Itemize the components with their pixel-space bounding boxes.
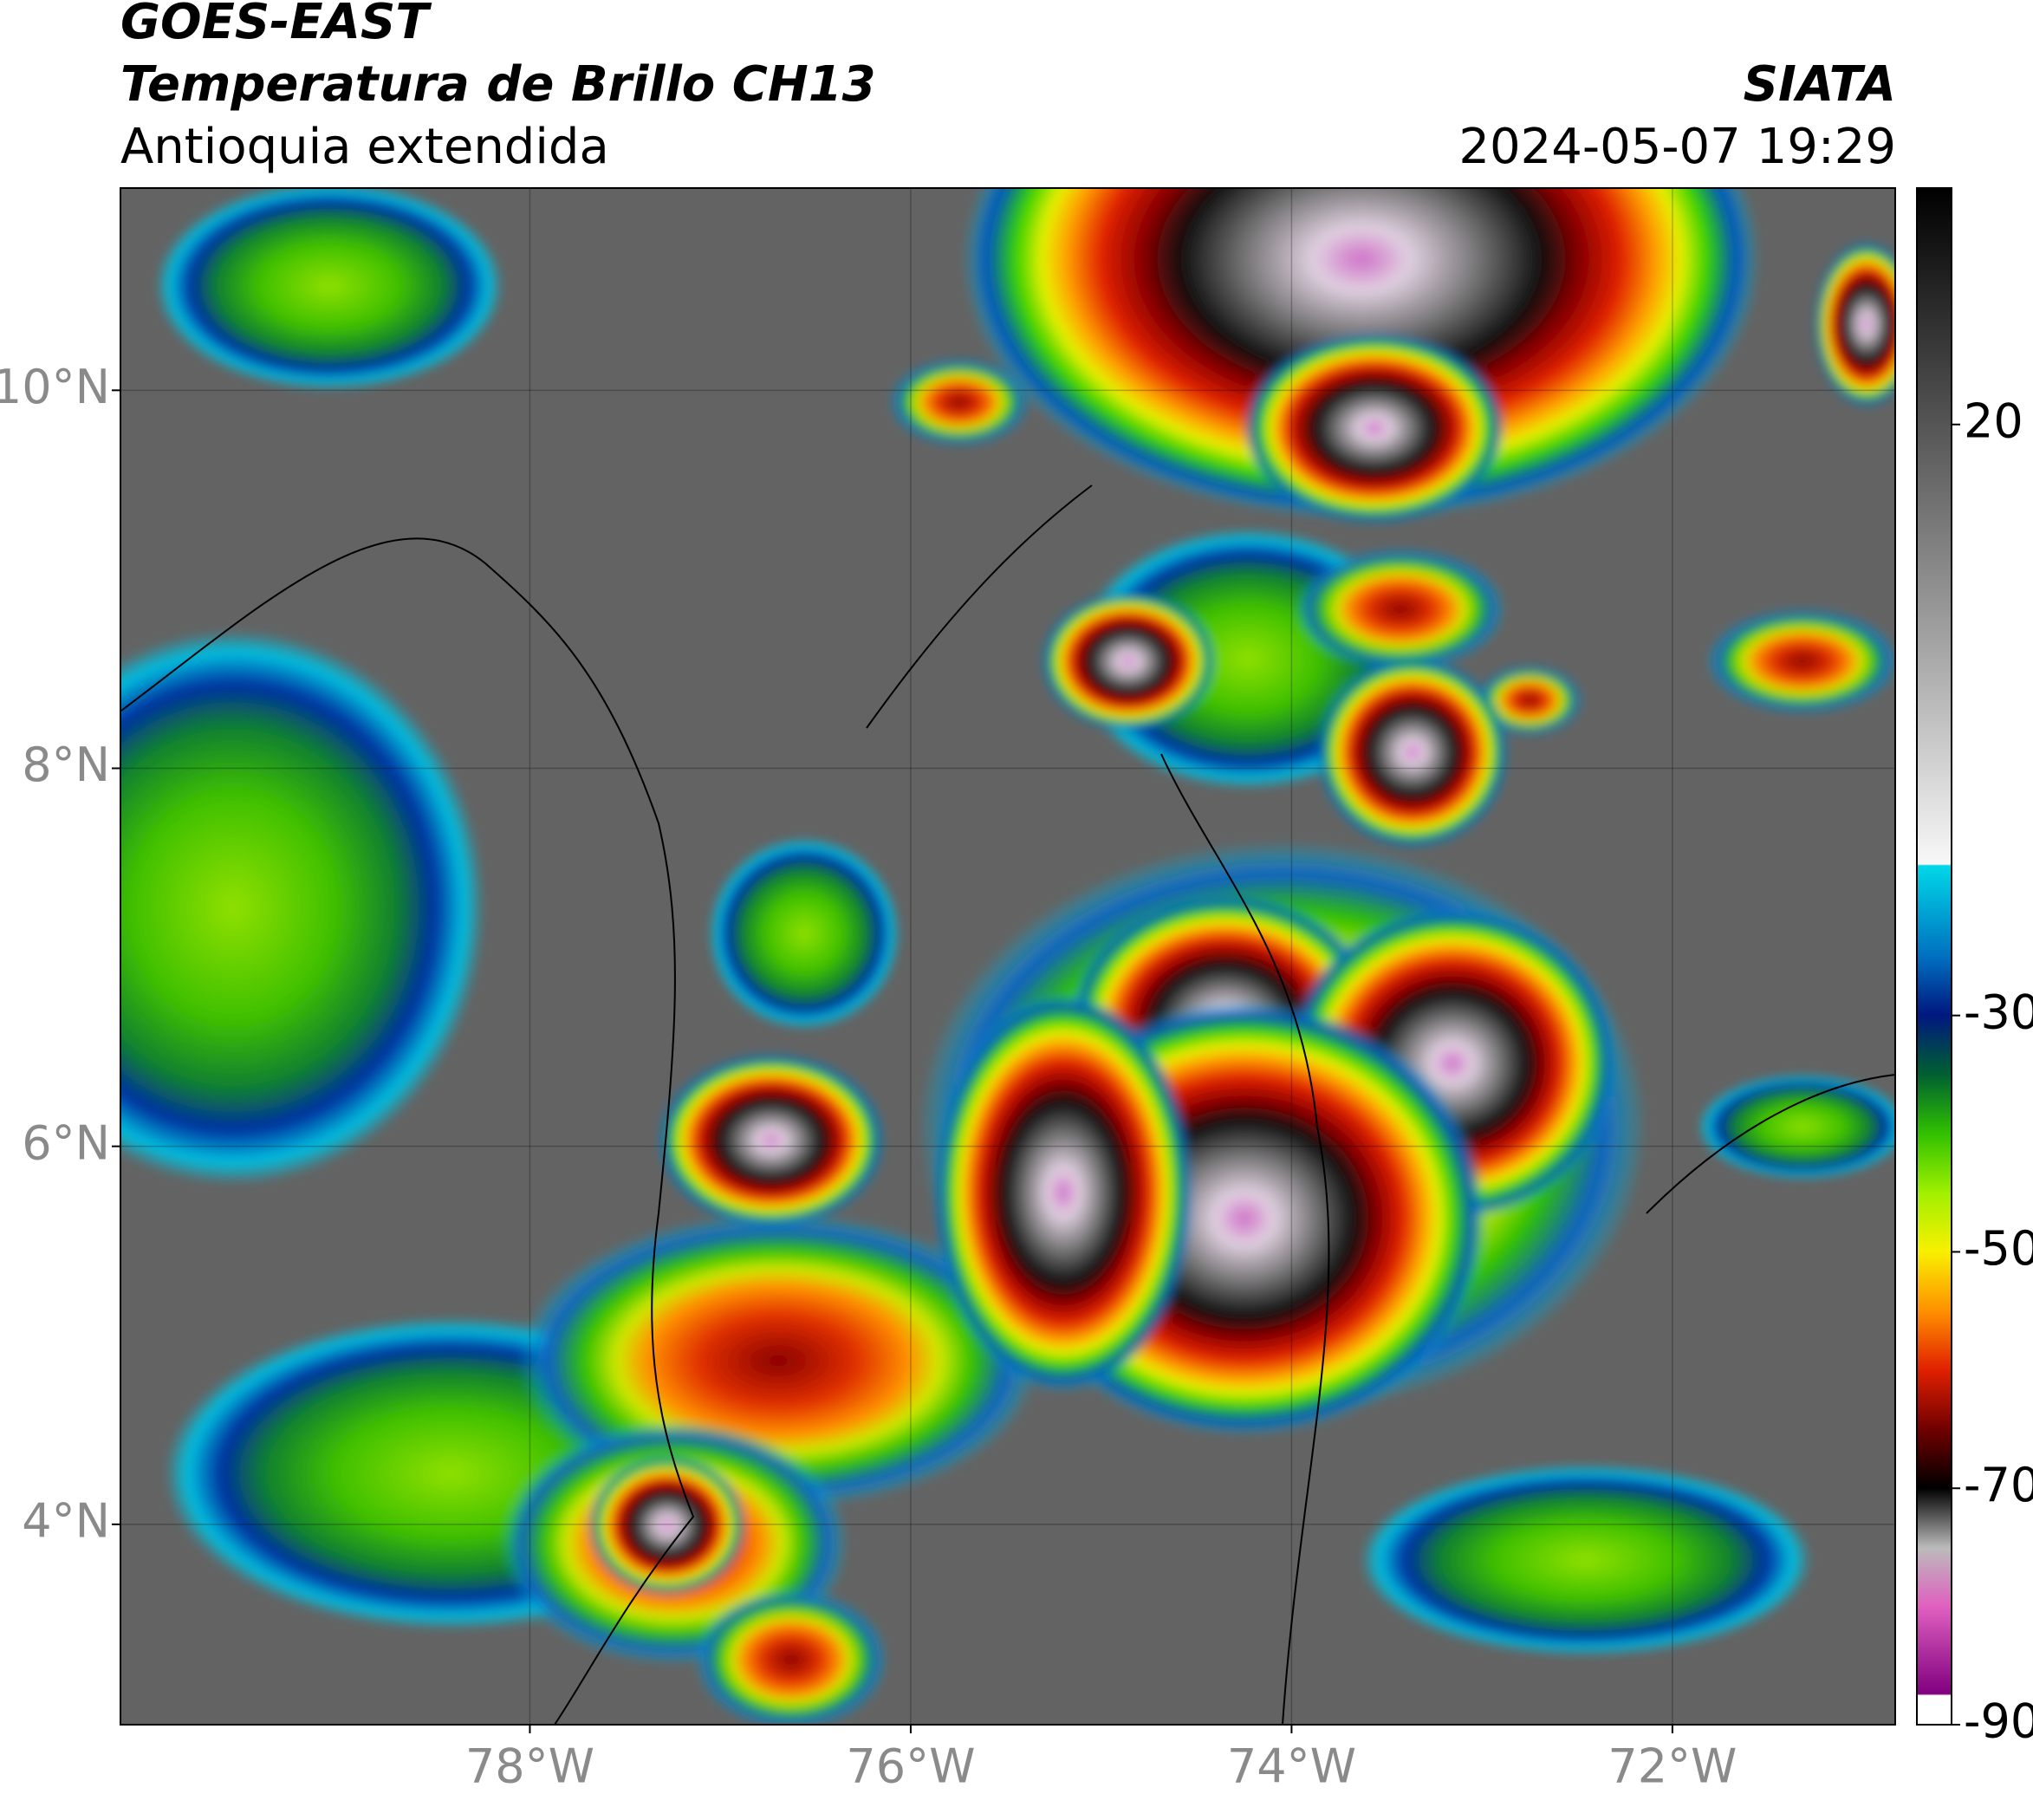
x-tick-label: 74°W [1227, 1739, 1356, 1794]
cloud-area [120, 630, 484, 1185]
y-tick-label: 4°N [22, 1493, 110, 1548]
cloud-area [1707, 609, 1895, 713]
colorbar-tick-label: -50 [1964, 1221, 2033, 1276]
colorbar-tick-label: -90 [1964, 1694, 2033, 1749]
y-tick-label: 8°N [22, 738, 110, 792]
cloud-area [709, 838, 900, 1029]
storm-cell [659, 1054, 884, 1227]
y-tick-label: 6°N [22, 1115, 110, 1170]
x-tick-label: 76°W [846, 1739, 975, 1794]
storm-cell [1317, 657, 1508, 848]
border [866, 484, 1895, 1725]
datetime: 2024-05-07 19:29 [1458, 119, 1896, 175]
coastline [120, 537, 695, 1725]
cloud-area [1296, 549, 1504, 670]
y-tick-label: 10°N [0, 360, 110, 414]
product-title: Temperatura de Brillo CH13 [120, 56, 876, 113]
x-tick-label: 72°W [1608, 1739, 1737, 1794]
cloud-area [696, 1590, 887, 1725]
storm-cell [1042, 592, 1215, 731]
satellite-image [120, 188, 1895, 1725]
storm-cell [1815, 242, 1895, 406]
colorbar [1916, 187, 1952, 1726]
colorbar-tick-label: -30 [1964, 985, 2033, 1039]
cloud-area [156, 188, 503, 390]
storm-cell [1244, 333, 1504, 523]
map-frame [120, 187, 1896, 1726]
cloud-area [1698, 1075, 1895, 1179]
region-title: Antioquia extendida [120, 119, 609, 175]
colorbar-tick-label: -70 [1964, 1458, 2033, 1512]
storm-cell [589, 1456, 745, 1595]
satellite-title: GOES-EAST [120, 0, 432, 50]
cloud-area [1478, 666, 1582, 735]
storm-cell [933, 993, 1193, 1392]
x-tick-label: 78°W [465, 1739, 594, 1794]
colorbar-tick-label: 20 [1964, 393, 2023, 448]
agency: SIATA [1744, 56, 1896, 113]
cloud-area [1361, 1465, 1811, 1655]
storm-cells [120, 188, 1895, 1725]
cloud-area [890, 359, 1029, 445]
